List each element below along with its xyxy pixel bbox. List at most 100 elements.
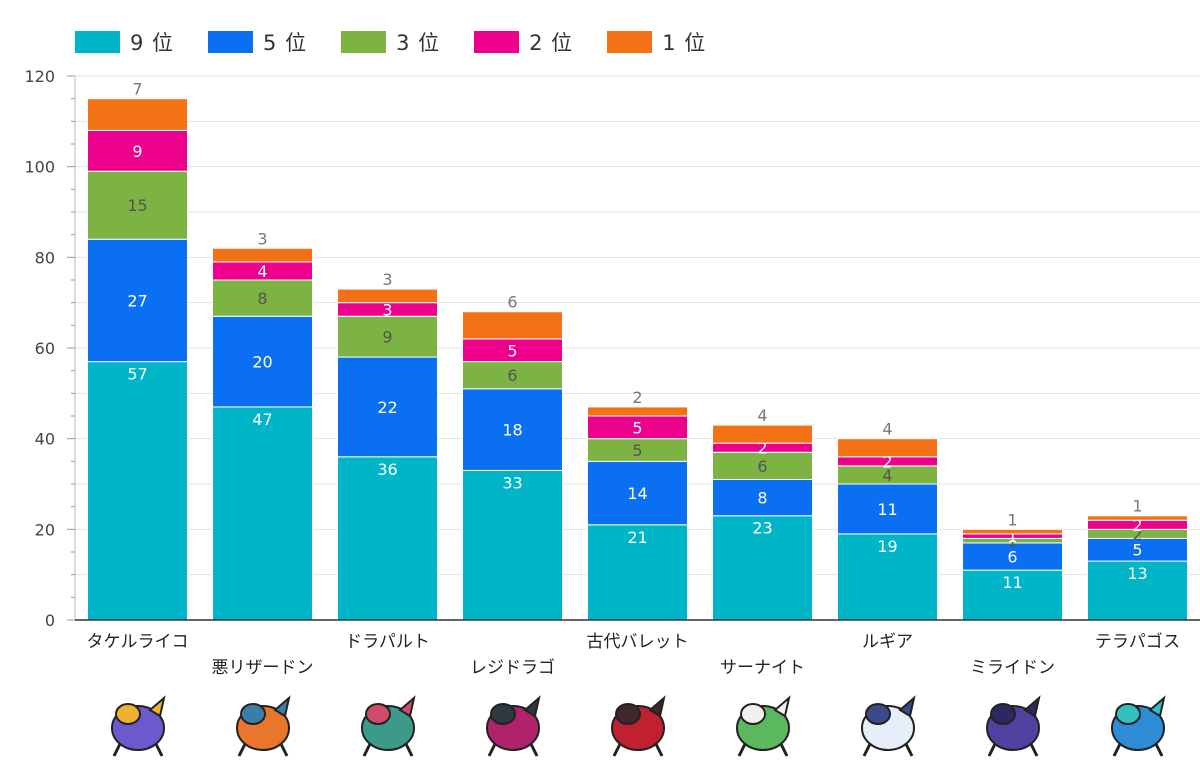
bar-data-label: 2 bbox=[1132, 516, 1142, 535]
bar-segment bbox=[462, 361, 563, 390]
bar-data-label: 6 bbox=[507, 366, 517, 385]
dragapult-icon bbox=[360, 695, 416, 757]
bar-segment bbox=[462, 388, 563, 471]
bar-data-label: 8 bbox=[757, 489, 767, 508]
bar-segment bbox=[587, 406, 688, 417]
bar-data-label: 33 bbox=[502, 473, 522, 492]
y-tick-label: 80 bbox=[35, 248, 55, 267]
y-tick-label: 60 bbox=[35, 339, 55, 358]
bar-data-label: 5 bbox=[1132, 541, 1142, 560]
bar-segment bbox=[337, 288, 438, 304]
legend-label: 9 位 bbox=[130, 31, 175, 55]
bar-data-label: 23 bbox=[752, 519, 772, 538]
bar-segment bbox=[212, 315, 313, 408]
bar-data-label: 4 bbox=[757, 406, 767, 425]
bar-data-label: 2 bbox=[632, 388, 642, 407]
legend-item[interactable]: 2 位 bbox=[474, 27, 573, 57]
bar-data-label: 1 bbox=[1007, 527, 1017, 546]
bar-segment bbox=[1087, 560, 1188, 621]
legend-item[interactable]: 5 位 bbox=[208, 27, 307, 57]
y-tick-label: 0 bbox=[45, 611, 55, 630]
bar-data-label: 9 bbox=[132, 142, 142, 161]
legend-swatch bbox=[607, 31, 653, 53]
x-category-label: テラパゴス bbox=[1095, 631, 1180, 652]
legend-swatch bbox=[75, 31, 120, 53]
lugia-icon bbox=[860, 695, 916, 757]
bar-data-label: 2 bbox=[882, 452, 892, 471]
roaring-moon-icon bbox=[610, 695, 666, 757]
gardevoir-icon bbox=[735, 695, 791, 757]
bar-data-label: 21 bbox=[627, 528, 647, 547]
regidrago-icon bbox=[485, 695, 541, 757]
bar-segment bbox=[337, 356, 438, 458]
legend-item[interactable]: 1 位 bbox=[607, 27, 706, 57]
legend-label: 2 位 bbox=[529, 31, 574, 55]
bar-data-label: 20 bbox=[252, 353, 272, 372]
terapagos-icon bbox=[1110, 695, 1166, 757]
bar-segment bbox=[337, 456, 438, 621]
bar-data-label: 1 bbox=[1007, 532, 1017, 551]
y-tick-label: 20 bbox=[35, 520, 55, 539]
bar-data-label: 14 bbox=[627, 484, 647, 503]
bar-data-label: 11 bbox=[1002, 573, 1022, 592]
bar-segment bbox=[212, 279, 313, 317]
x-category-label: ドラパルト bbox=[345, 632, 430, 652]
bar-data-label: 3 bbox=[257, 229, 267, 248]
bar-segment bbox=[587, 524, 688, 621]
bar-segment bbox=[1087, 515, 1188, 521]
bar-data-label: 18 bbox=[502, 421, 522, 440]
legend-item[interactable]: 9 位 bbox=[75, 27, 174, 57]
bar-data-label: 22 bbox=[377, 398, 397, 417]
legend-item[interactable]: 3 位 bbox=[341, 27, 440, 57]
bar-segment bbox=[87, 170, 188, 240]
bar-data-label: 57 bbox=[127, 365, 147, 384]
bar-data-label: 15 bbox=[127, 196, 147, 215]
bar-data-label: 2 bbox=[1132, 525, 1142, 544]
bar-segment bbox=[87, 98, 188, 131]
x-category-label: タケルライコ bbox=[87, 632, 189, 652]
bar-data-label: 5 bbox=[632, 418, 642, 437]
legend-swatch bbox=[208, 31, 254, 53]
bar-segment bbox=[712, 478, 813, 517]
bar-data-label: 5 bbox=[632, 441, 642, 460]
bar-segment bbox=[962, 542, 1063, 571]
bar-segment bbox=[462, 469, 563, 621]
bar-segment bbox=[87, 129, 188, 172]
raging-bolt-icon bbox=[110, 695, 166, 757]
bar-data-label: 7 bbox=[132, 80, 142, 99]
legend-label: 5 位 bbox=[263, 31, 308, 55]
bar-data-label: 2 bbox=[757, 439, 767, 458]
bar-data-label: 13 bbox=[1127, 564, 1147, 583]
bar-data-label: 4 bbox=[257, 262, 267, 281]
miraidon-icon bbox=[985, 695, 1041, 757]
bar-data-label: 19 bbox=[877, 537, 897, 556]
bar-segment bbox=[87, 361, 188, 621]
bar-data-label: 5 bbox=[507, 341, 517, 360]
x-category-label: レジドラゴ bbox=[470, 657, 555, 678]
bar-segment bbox=[587, 460, 688, 526]
bar-segment bbox=[962, 569, 1063, 621]
bar-segment bbox=[87, 238, 188, 363]
bar-data-label: 6 bbox=[1007, 548, 1017, 567]
x-category-label: 悪リザードン bbox=[212, 658, 314, 678]
bar-data-label: 4 bbox=[882, 420, 892, 439]
pokemon-sprite-row bbox=[0, 684, 1200, 784]
x-category-label: 古代バレット bbox=[587, 632, 689, 652]
bar-data-label: 6 bbox=[507, 293, 517, 312]
bar-data-label: 9 bbox=[382, 328, 392, 347]
chart-legend: 9 位 5 位 3 位 2 位 1 位 bbox=[75, 28, 740, 56]
legend-label: 1 位 bbox=[662, 31, 707, 55]
bar-data-label: 3 bbox=[382, 300, 392, 319]
bar-segment bbox=[712, 515, 813, 621]
bar-data-label: 3 bbox=[382, 270, 392, 289]
bar-data-label: 1 bbox=[1007, 510, 1017, 529]
bar-data-label: 27 bbox=[127, 291, 147, 310]
bar-data-label: 47 bbox=[252, 410, 272, 429]
legend-swatch bbox=[341, 31, 387, 53]
bar-segment bbox=[712, 451, 813, 480]
y-tick-label: 100 bbox=[24, 158, 55, 177]
bar-segment bbox=[837, 438, 938, 458]
legend-label: 3 位 bbox=[396, 31, 441, 55]
bar-segment bbox=[712, 424, 813, 444]
bar-segment bbox=[337, 315, 438, 358]
